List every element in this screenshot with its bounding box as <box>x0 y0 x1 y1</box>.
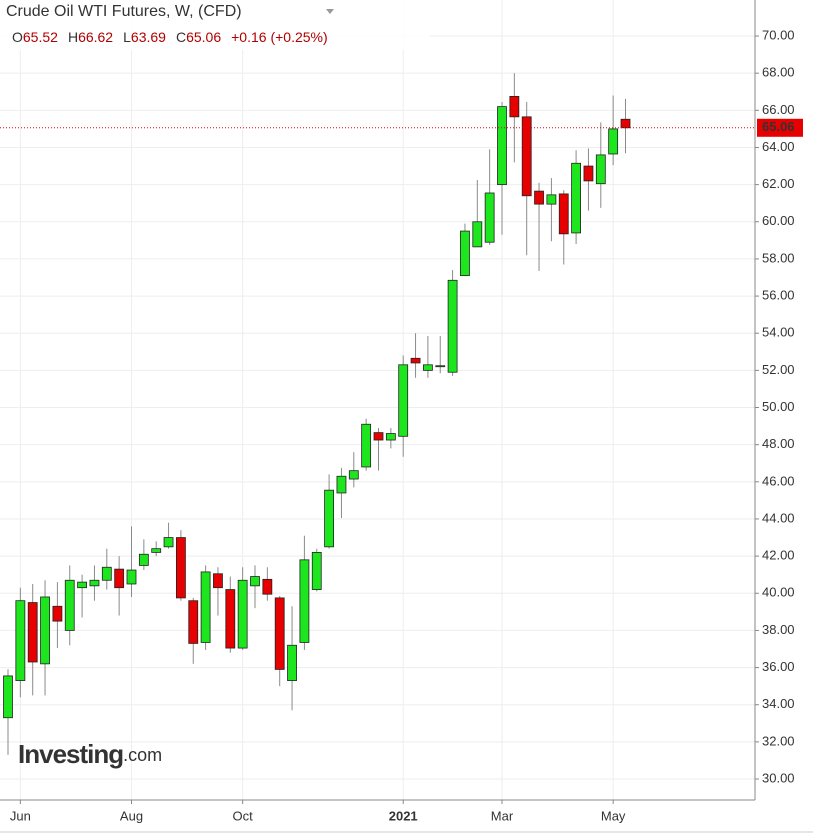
candle-body <box>385 433 396 441</box>
quote-value: 65.06 <box>186 29 221 45</box>
candle-body <box>138 553 149 566</box>
candle-body <box>175 537 186 599</box>
quote-value: 63.69 <box>131 29 166 45</box>
y-tick-label: 62.00 <box>762 176 795 191</box>
candle-body <box>521 116 532 197</box>
y-tick-label: 36.00 <box>762 659 795 674</box>
quote-label: H <box>68 29 78 45</box>
candle-body <box>435 365 446 368</box>
candle-body <box>40 596 50 665</box>
watermark-suffix: .com <box>123 745 162 765</box>
x-tick-label: Mar <box>491 808 514 823</box>
y-tick-label: 58.00 <box>762 250 795 265</box>
y-tick-label: 42.00 <box>762 548 795 563</box>
y-tick-label: 40.00 <box>762 585 795 600</box>
x-tick-label: 2021 <box>389 808 418 823</box>
candle-body <box>410 357 421 364</box>
last-price-label: 65.06 <box>762 119 795 134</box>
x-tick-label: Aug <box>120 808 143 823</box>
candle-body <box>237 579 248 649</box>
candle-body <box>373 432 384 441</box>
watermark: Investing.com <box>18 739 162 769</box>
candle-body <box>583 165 594 182</box>
y-tick-label: 56.00 <box>762 288 795 303</box>
candle-body <box>3 675 13 719</box>
last-price-box <box>757 118 803 137</box>
watermark-brand: Investing <box>18 739 123 769</box>
candle-body <box>299 559 310 643</box>
header-bg <box>0 0 430 50</box>
quote-label: L <box>123 29 131 45</box>
quote-value: 65.52 <box>23 29 58 45</box>
y-tick-label: 30.00 <box>762 770 795 785</box>
y-tick-label: 38.00 <box>762 622 795 637</box>
y-tick-label: 70.00 <box>762 27 795 42</box>
candle-body <box>213 573 223 589</box>
x-tick-label: May <box>601 808 626 823</box>
candle-body <box>324 489 335 548</box>
y-tick-label: 44.00 <box>762 510 795 525</box>
candle-body <box>64 579 75 631</box>
y-tick-label: 32.00 <box>762 733 795 748</box>
candle-body <box>250 576 260 587</box>
quote-value: 66.62 <box>78 29 113 45</box>
candle-body <box>77 581 87 589</box>
candle-body <box>546 194 557 205</box>
candle-body <box>15 600 26 681</box>
candle-body <box>472 221 483 248</box>
candle-body <box>422 364 433 371</box>
y-tick-label: 60.00 <box>762 213 795 228</box>
y-tick-label: 50.00 <box>762 399 795 414</box>
candle-body <box>460 230 470 277</box>
y-tick-label: 34.00 <box>762 696 795 711</box>
candle-body <box>151 548 162 553</box>
candle-body <box>497 106 507 186</box>
y-tick-label: 54.00 <box>762 325 795 340</box>
candle-body <box>608 128 619 155</box>
chart-title: Crude Oil WTI Futures, W, (CFD) <box>6 3 242 20</box>
candle-body <box>126 569 137 585</box>
title-dropdown <box>326 9 334 14</box>
candle-body <box>101 566 112 581</box>
candle-body <box>509 96 520 118</box>
x-tick-label: Jun <box>10 808 31 823</box>
candle-body <box>225 589 236 649</box>
candle-body <box>348 470 359 480</box>
candle-body <box>262 578 273 595</box>
x-tick-label: Oct <box>233 808 254 823</box>
y-tick-label: 68.00 <box>762 65 795 80</box>
y-tick-label: 52.00 <box>762 362 795 377</box>
candle-body <box>361 423 372 468</box>
y-tick-label: 46.00 <box>762 473 795 488</box>
candle-body <box>336 475 347 494</box>
quote-label: O <box>12 29 23 45</box>
candle-body <box>595 154 606 185</box>
quote-change: +0.16 (+0.25%) <box>231 29 328 45</box>
quote-label: C <box>176 29 186 45</box>
candle-body <box>484 192 495 243</box>
quote: O65.52 H66.62 L63.69 C65.06 +0.16 (+0.25%) <box>12 29 328 45</box>
candle-body <box>114 568 125 589</box>
candle-body <box>620 118 631 129</box>
candle-body <box>200 571 211 643</box>
candle-body <box>287 644 297 681</box>
candle-body <box>447 279 458 373</box>
candle-body <box>89 579 100 587</box>
candle-body <box>558 193 569 235</box>
candle-body <box>534 190 544 205</box>
candle-body <box>571 162 581 234</box>
y-tick-label: 64.00 <box>762 139 795 154</box>
candle-body <box>311 552 322 590</box>
y-tick-label: 48.00 <box>762 436 795 451</box>
y-tick-label: 66.00 <box>762 102 795 117</box>
candle-body <box>27 602 38 663</box>
candle-body <box>163 537 174 548</box>
candle-body <box>188 600 199 644</box>
candle-body <box>274 597 285 670</box>
candle-body <box>398 364 409 437</box>
candle-body <box>52 605 63 622</box>
